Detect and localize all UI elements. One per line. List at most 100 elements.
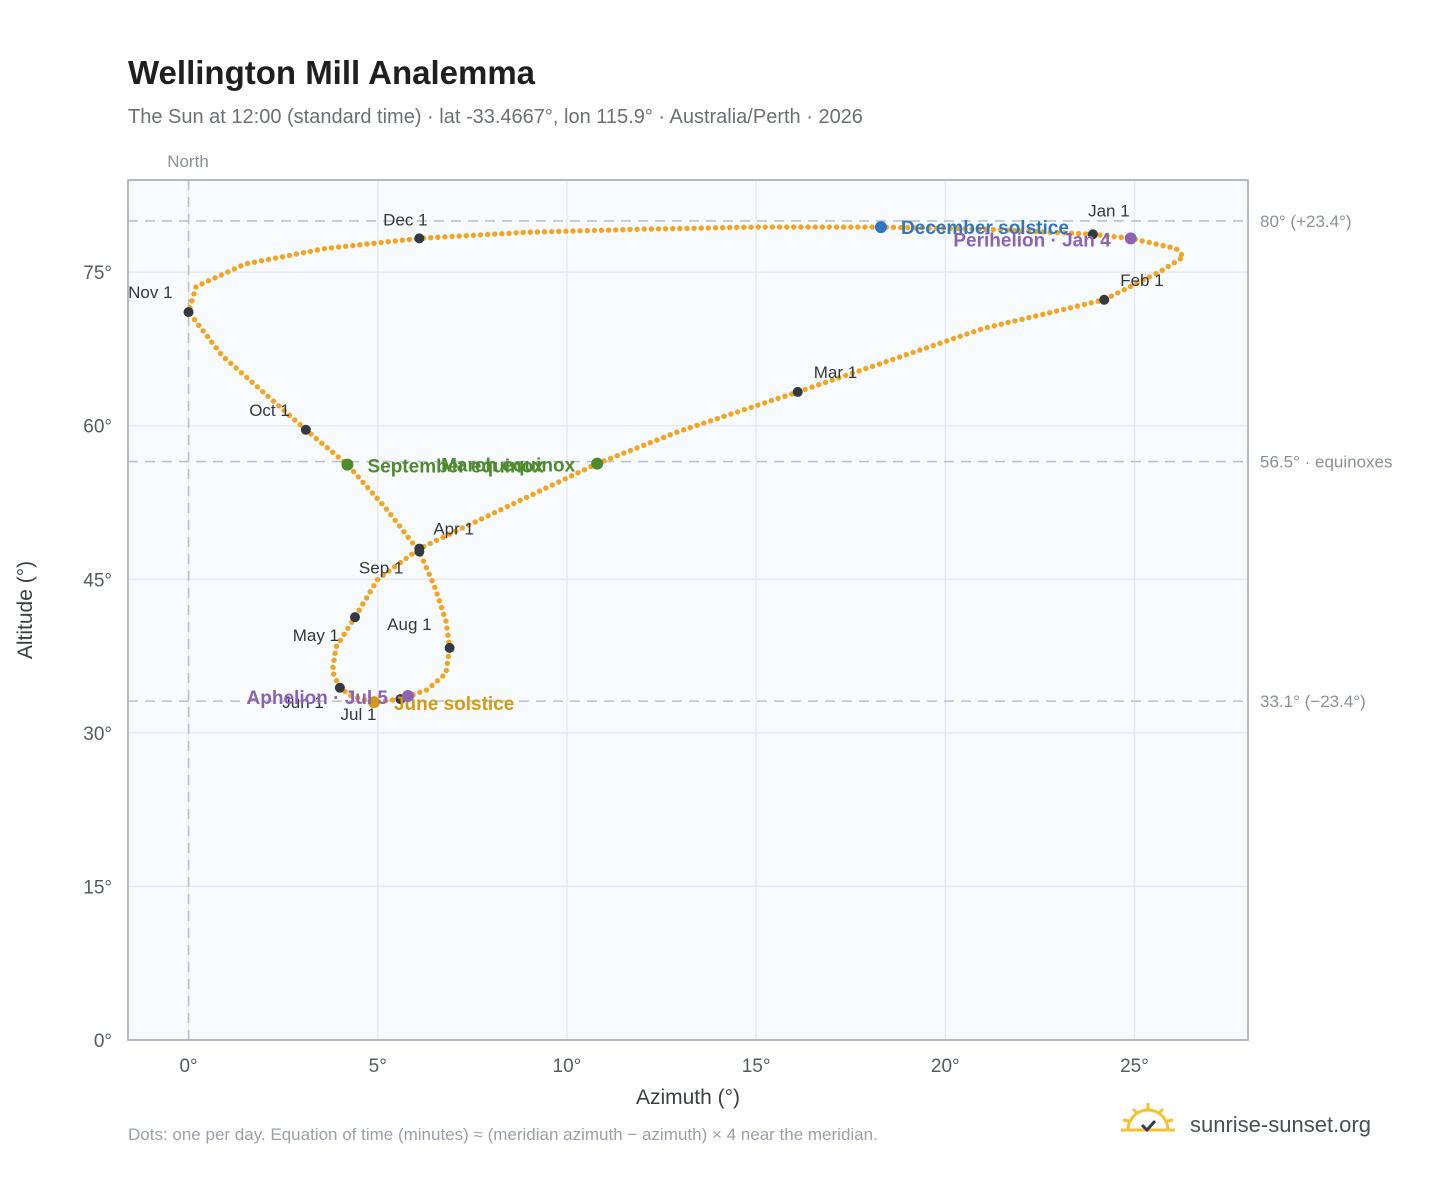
daily-sun-dot <box>314 247 321 253</box>
daily-sun-dot <box>335 244 342 250</box>
month-marker-oct-1[interactable] <box>300 424 311 435</box>
x-tick-label: 15° <box>742 1056 771 1077</box>
month-marker-aug-1[interactable] <box>444 642 455 653</box>
daily-sun-dot <box>809 384 815 390</box>
daily-sun-dot <box>360 601 366 607</box>
daily-sun-dot <box>923 345 930 351</box>
daily-sun-dot <box>511 500 517 507</box>
daily-sun-dot <box>556 479 562 485</box>
daily-sun-dot <box>293 251 300 257</box>
daily-sun-dot <box>1054 229 1061 236</box>
daily-sun-dot <box>399 237 405 243</box>
daily-sun-dot <box>189 298 195 304</box>
daily-sun-dot <box>674 429 680 435</box>
plot-frame <box>127 179 1249 1041</box>
daily-sun-dot <box>409 551 415 557</box>
daily-sun-dot <box>428 235 434 241</box>
daily-sun-dot <box>331 657 337 663</box>
month-marker-may-1[interactable] <box>350 612 361 623</box>
daily-sun-dot <box>354 695 361 701</box>
daily-sun-dot <box>333 643 340 649</box>
month-label-mar-1: Mar 1 <box>814 363 857 382</box>
daily-sun-dot <box>513 230 519 236</box>
daily-sun-dot <box>286 412 293 418</box>
daily-sun-dot <box>1171 260 1178 266</box>
daily-sun-dot <box>819 224 825 230</box>
daily-sun-dot <box>1012 318 1018 324</box>
daily-sun-dot <box>855 224 861 230</box>
daily-sun-dot <box>1146 274 1153 280</box>
daily-sun-dot <box>971 329 977 335</box>
daily-sun-dot <box>1118 234 1124 240</box>
daily-sun-dot <box>270 398 277 404</box>
month-marker-dec-1[interactable] <box>414 233 425 244</box>
daily-sun-dot <box>1111 233 1117 240</box>
month-marker-jan-1[interactable] <box>1087 229 1098 240</box>
daily-sun-dot <box>380 572 386 578</box>
daily-sun-dot <box>225 269 231 275</box>
daily-sun-dot <box>440 673 446 679</box>
month-marker-jun-1[interactable] <box>334 682 345 693</box>
daily-sun-dot <box>333 677 340 684</box>
month-marker-feb-1[interactable] <box>1099 294 1110 305</box>
daily-sun-dot <box>568 473 575 479</box>
daily-sun-dot <box>621 450 627 456</box>
daily-sun-dot <box>802 386 808 393</box>
daily-sun-dot <box>238 370 245 376</box>
daily-sun-dot <box>343 243 349 249</box>
event-marker-march-equinox[interactable] <box>591 457 604 470</box>
daily-sun-dot <box>998 321 1004 327</box>
brand-logo[interactable]: sunrise-sunset.org <box>1121 1103 1371 1137</box>
daily-sun-dot <box>762 400 768 406</box>
daily-sun-dot <box>191 316 198 323</box>
daily-sun-dot <box>365 484 371 491</box>
event-marker-june-solstice[interactable] <box>367 696 380 709</box>
daily-sun-dot <box>647 440 653 446</box>
daily-sun-dot <box>712 225 719 231</box>
daily-sun-dot <box>1061 230 1068 236</box>
daily-sun-dot <box>829 377 835 383</box>
daily-sun-dot <box>406 236 413 243</box>
daily-sun-dot <box>1053 308 1060 314</box>
daily-sun-dot <box>440 534 446 540</box>
daily-sun-dot <box>944 338 950 344</box>
y-tick-label: 75° <box>83 263 112 284</box>
daily-sun-dot <box>374 495 380 501</box>
daily-sun-dot <box>863 365 869 372</box>
daily-sun-dot <box>434 591 440 597</box>
daily-sun-dot <box>449 233 455 240</box>
daily-sun-dot <box>517 497 523 504</box>
daily-sun-dot <box>396 523 403 529</box>
daily-sun-dot <box>849 370 856 376</box>
daily-sun-dot <box>403 555 409 562</box>
daily-sun-dot <box>698 225 704 231</box>
daily-sun-dot <box>905 224 911 231</box>
daily-sun-dot <box>445 653 452 660</box>
daily-sun-dot <box>721 413 727 419</box>
daily-sun-dot <box>1060 306 1067 313</box>
event-marker-perihelion-jan-4[interactable] <box>1124 232 1137 245</box>
daily-sun-dot <box>204 333 211 340</box>
daily-sun-dot <box>805 224 811 230</box>
daily-sun-dot <box>1153 271 1159 277</box>
daily-sun-dot <box>388 512 394 518</box>
month-marker-mar-1[interactable] <box>792 386 803 397</box>
daily-sun-dot <box>614 453 620 459</box>
event-marker-december-solstice[interactable] <box>874 221 887 234</box>
daily-sun-dot <box>701 420 707 426</box>
month-marker-sep-1[interactable] <box>414 546 425 557</box>
daily-sun-dot <box>833 224 840 230</box>
daily-sun-dot <box>367 589 373 595</box>
daily-sun-dot <box>734 409 741 415</box>
event-label-perihelion-jan-4: Perihelion · Jan 4 <box>953 230 1111 251</box>
event-marker-aphelion-jul-5[interactable] <box>402 690 414 702</box>
daily-sun-dot <box>441 611 447 617</box>
daily-sun-dot <box>434 678 441 684</box>
month-marker-nov-1[interactable] <box>183 307 194 318</box>
daily-sun-dot <box>484 231 491 238</box>
event-marker-september-equinox[interactable] <box>341 458 354 471</box>
daily-sun-dot <box>364 241 370 247</box>
daily-sun-dot <box>423 565 429 571</box>
daily-sun-dot <box>575 470 581 476</box>
